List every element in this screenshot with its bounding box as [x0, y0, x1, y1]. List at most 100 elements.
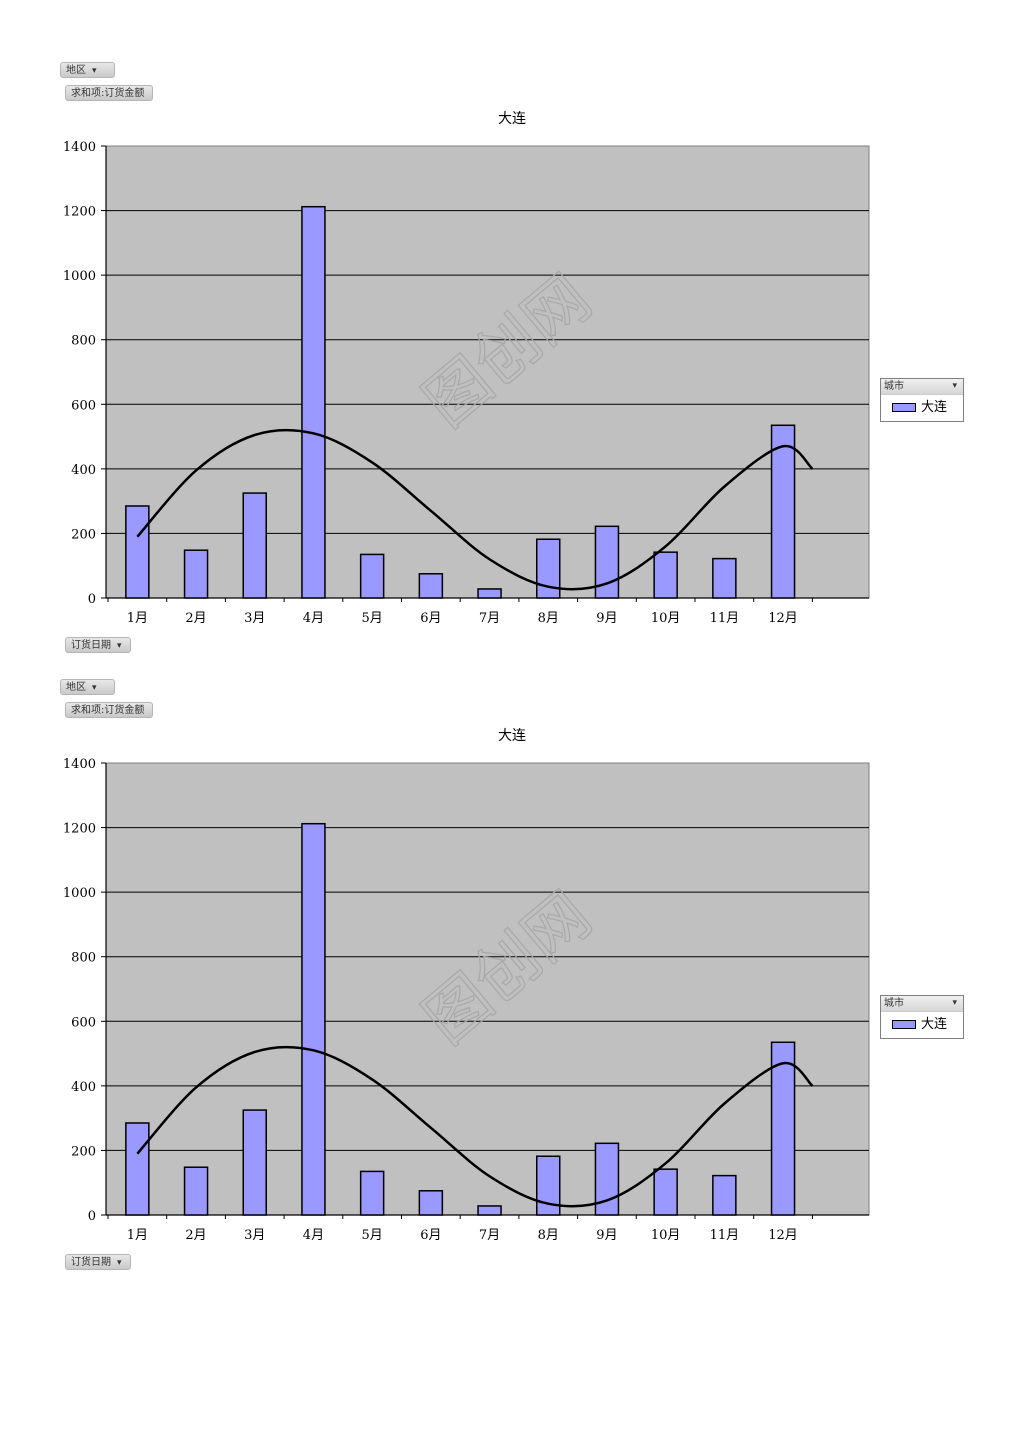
- bar: [477, 1205, 502, 1216]
- order-date-field-label: 订货日期: [71, 640, 111, 651]
- trend-line: [136, 428, 814, 591]
- chart-title: 大连: [498, 111, 526, 127]
- y-tick-label: 400: [71, 463, 96, 478]
- x-tick-label: 1月: [127, 1228, 148, 1243]
- x-tick-label: 3月: [244, 611, 265, 626]
- bar-chart: 0 200 400 600 800 1000 1200 1400 1月 2月 3月 4月 5月 6月 7月 8…: [63, 111, 870, 626]
- bar: [536, 1155, 561, 1216]
- y-tick-label: 1200: [63, 822, 96, 837]
- y-tick-label: 200: [71, 1144, 96, 1159]
- x-tick-label: 7月: [479, 1228, 500, 1243]
- y-tick-label: 400: [71, 1080, 96, 1095]
- trend-line: [136, 1045, 814, 1208]
- y-tick-label: 1200: [63, 205, 96, 220]
- x-tick-label: 10月: [651, 611, 681, 626]
- y-tick-label: 800: [71, 334, 96, 349]
- y-tick-label: 800: [71, 951, 96, 966]
- x-tick-label: 12月: [768, 611, 798, 626]
- bar: [712, 1174, 737, 1216]
- order-date-field-button[interactable]: 订货日期 ▾: [65, 1254, 131, 1270]
- y-tick-label: 600: [71, 1015, 96, 1030]
- bar: [301, 205, 326, 599]
- legend: 城市 ▾ 大连: [880, 995, 964, 1039]
- bar: [477, 588, 502, 599]
- chart-title: 大连: [498, 728, 526, 744]
- sum-measure-field-label: 求和项:订货金额: [71, 705, 145, 716]
- bar: [418, 1190, 444, 1216]
- city-field-label: 城市: [884, 998, 904, 1009]
- order-date-field-button[interactable]: 订货日期 ▾: [65, 637, 131, 653]
- x-tick-label: 9月: [596, 1228, 617, 1243]
- bar: [125, 1122, 150, 1216]
- bar: [359, 1170, 385, 1216]
- legend-item-dalian: 大连: [892, 1018, 947, 1032]
- x-tick-label: 5月: [362, 1228, 383, 1243]
- x-tick-label: 10月: [651, 1228, 681, 1243]
- bar-chart: 0 200 400 600 800 1000 1200 1400 1月 2月 3月 4月 5月 6月 7月 8…: [63, 728, 870, 1243]
- y-tick-label: 200: [71, 527, 96, 542]
- x-tick-label: 8月: [538, 1228, 559, 1243]
- pivot-chart-block-1: 地区 ▾ 求和项:订货金额 0 200 400 600 800 1000 1200 1400 1月…: [0, 60, 1024, 660]
- bar: [536, 538, 561, 599]
- y-tick-label: 0: [88, 1209, 96, 1224]
- bar: [418, 573, 444, 599]
- city-field-button[interactable]: 城市 ▾: [881, 996, 963, 1012]
- y-tick-label: 0: [88, 592, 96, 607]
- x-tick-label: 11月: [710, 611, 740, 626]
- x-tick-label: 1月: [127, 611, 148, 626]
- bar: [183, 549, 209, 599]
- legend-swatch: [892, 403, 916, 412]
- bar: [125, 505, 150, 599]
- bar: [653, 551, 678, 599]
- region-field-label: 地区: [66, 682, 86, 693]
- y-tick-label: 1000: [63, 269, 96, 284]
- funnel-filter-icon: ▾: [952, 381, 957, 391]
- x-tick-label: 12月: [768, 1228, 798, 1243]
- order-date-field-label: 订货日期: [71, 1257, 111, 1268]
- bar: [770, 424, 796, 599]
- bar: [301, 822, 326, 1216]
- funnel-filter-icon: ▾: [92, 66, 97, 76]
- dropdown-arrow-icon: ▾: [117, 641, 122, 651]
- city-field-button[interactable]: 城市 ▾: [881, 379, 963, 395]
- legend: 城市 ▾ 大连: [880, 378, 964, 422]
- x-tick-label: 8月: [538, 611, 559, 626]
- x-tick-label: 5月: [362, 611, 383, 626]
- x-tick-label: 6月: [420, 611, 441, 626]
- sum-measure-field-button[interactable]: 求和项:订货金额: [65, 85, 153, 101]
- y-tick-label: 1400: [63, 140, 96, 155]
- bar: [594, 525, 620, 599]
- x-tick-label: 11月: [710, 1228, 740, 1243]
- legend-swatch: [892, 1020, 916, 1029]
- bar: [712, 557, 737, 599]
- sum-measure-field-button[interactable]: 求和项:订货金额: [65, 702, 153, 718]
- legend-item-dalian: 大连: [892, 401, 947, 415]
- y-tick-label: 1400: [63, 757, 96, 772]
- x-tick-label: 9月: [596, 611, 617, 626]
- bar: [594, 1142, 620, 1216]
- plot-area: [105, 762, 870, 1216]
- funnel-filter-icon: ▾: [92, 683, 97, 693]
- city-field-label: 城市: [884, 381, 904, 392]
- x-tick-label: 4月: [303, 1228, 324, 1243]
- pivot-chart-block-2: 地区 ▾ 求和项:订货金额 0 200 400 600 800 1000 1200 1400 1月…: [0, 677, 1024, 1277]
- region-field-button[interactable]: 地区 ▾: [60, 679, 115, 695]
- x-tick-label: 3月: [244, 1228, 265, 1243]
- bar: [653, 1168, 678, 1216]
- y-tick-label: 600: [71, 398, 96, 413]
- legend-label: 大连: [921, 400, 948, 415]
- sum-measure-field-label: 求和项:订货金额: [71, 88, 145, 99]
- bar: [242, 492, 267, 599]
- x-tick-label: 4月: [303, 611, 324, 626]
- x-tick-label: 6月: [420, 1228, 441, 1243]
- legend-label: 大连: [921, 1017, 948, 1032]
- bar: [242, 1109, 267, 1216]
- x-tick-label: 2月: [185, 611, 206, 626]
- bar: [770, 1041, 796, 1216]
- bar: [359, 553, 385, 599]
- x-tick-label: 2月: [185, 1228, 206, 1243]
- region-field-button[interactable]: 地区 ▾: [60, 62, 115, 78]
- region-field-label: 地区: [66, 65, 86, 76]
- y-tick-label: 1000: [63, 886, 96, 901]
- bar: [183, 1166, 209, 1216]
